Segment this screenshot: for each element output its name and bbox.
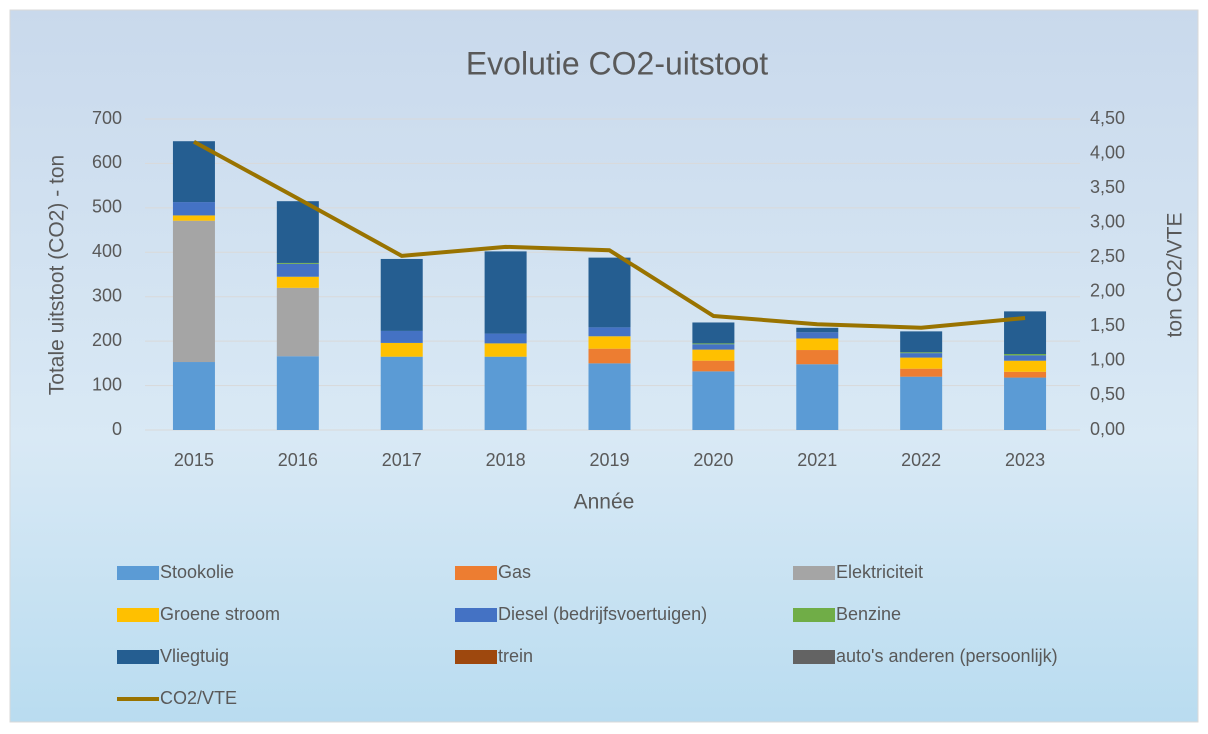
x-tick-label: 2018 — [486, 450, 526, 470]
bar-segment — [380, 342, 423, 357]
y-tick-label: 200 — [92, 330, 122, 350]
bar-segment — [900, 352, 943, 354]
y2-tick-label: 3,00 — [1090, 211, 1125, 231]
bar-segment — [900, 331, 943, 353]
chart-title: Evolutie CO2-uitstoot — [466, 45, 768, 81]
legend-label: Stookolie — [160, 562, 234, 582]
legend-label: Groene stroom — [160, 604, 280, 624]
bar-segment — [380, 258, 423, 331]
bar-segment — [172, 202, 215, 216]
bar-segment — [172, 220, 215, 363]
bar-segment — [1004, 355, 1047, 361]
legend-label: Benzine — [836, 604, 901, 624]
bar-segment — [900, 353, 943, 358]
x-tick-label: 2015 — [174, 450, 214, 470]
bar-segment — [276, 276, 319, 288]
y2-tick-label: 2,50 — [1090, 246, 1125, 266]
legend-swatch — [793, 608, 835, 622]
legend-swatch — [793, 566, 835, 580]
legend-label: Vliegtuig — [160, 646, 229, 666]
legend-label: Gas — [498, 562, 531, 582]
legend-label: Diesel (bedrijfsvoertuigen) — [498, 604, 707, 624]
bar-segment — [1004, 354, 1047, 356]
legend-swatch — [455, 650, 497, 664]
bar-segment — [1004, 377, 1047, 430]
y-tick-label: 300 — [92, 285, 122, 305]
bar-segment — [588, 348, 631, 364]
bar-segment — [796, 338, 839, 351]
bar-segment — [172, 362, 215, 430]
bar-segment — [900, 368, 943, 377]
line-series — [192, 140, 1026, 330]
y2-tick-label: 4,50 — [1090, 108, 1125, 128]
y-tick-label: 500 — [92, 197, 122, 217]
bar-segment — [900, 376, 943, 430]
x-tick-label: 2019 — [589, 450, 629, 470]
bar-segment — [380, 356, 423, 430]
bar-segment — [276, 263, 319, 277]
bar-segment — [692, 344, 735, 350]
legend-swatch — [117, 566, 159, 580]
bar-segment — [1004, 371, 1047, 378]
x-tick-label: 2017 — [382, 450, 422, 470]
legend-label: Elektriciteit — [836, 562, 923, 582]
y-tick-label: 100 — [92, 374, 122, 394]
bar-segment — [484, 333, 527, 344]
bar-segment — [692, 322, 735, 344]
legend-swatch — [117, 650, 159, 664]
bar-segment — [588, 363, 631, 430]
y2-tick-label: 3,50 — [1090, 177, 1125, 197]
y2-tick-label: 2,00 — [1090, 281, 1125, 301]
bar-segment — [588, 336, 631, 349]
bar-segment — [900, 357, 943, 369]
bar-segment — [484, 356, 527, 430]
y-tick-label: 600 — [92, 152, 122, 172]
legend-label: auto's anderen (persoonlijk) — [836, 646, 1058, 666]
x-tick-label: 2023 — [1005, 450, 1045, 470]
y2-tick-label: 4,00 — [1090, 142, 1125, 162]
bar-segment — [692, 360, 735, 372]
y2-tick-label: 0,50 — [1090, 384, 1125, 404]
x-axis-title: Année — [574, 491, 635, 514]
y2-tick-label: 0,00 — [1090, 419, 1125, 439]
bar-segment — [796, 350, 839, 365]
y-axis-title: Totale uitstoot (CO2) - ton — [46, 155, 69, 395]
bar-segment — [588, 327, 631, 337]
legend-label: CO2/VTE — [160, 688, 237, 708]
bar-segment — [692, 343, 735, 345]
bar-segment — [276, 287, 319, 357]
y2-tick-label: 1,50 — [1090, 315, 1125, 335]
x-tick-label: 2016 — [278, 450, 318, 470]
x-tick-label: 2021 — [797, 450, 837, 470]
legend-swatch — [455, 566, 497, 580]
legend-swatch — [455, 608, 497, 622]
bar-segment — [276, 262, 319, 264]
bar-segment — [276, 201, 319, 263]
bar-segment — [692, 349, 735, 361]
bar-segment — [484, 343, 527, 357]
bar-segment — [276, 356, 319, 430]
bar-segment — [796, 332, 839, 339]
y2-axis-title: ton CO2/VTE — [1164, 213, 1187, 338]
bar-segment — [796, 327, 839, 333]
y-tick-label: 700 — [92, 108, 122, 128]
legend-swatch — [117, 608, 159, 622]
bar-segment — [1004, 360, 1047, 372]
bar-segment — [484, 251, 527, 334]
y-tick-label: 0 — [112, 419, 122, 439]
y2-tick-label: 1,00 — [1090, 350, 1125, 370]
bar-segment — [380, 330, 423, 343]
bar-segment — [796, 364, 839, 430]
x-tick-label: 2020 — [693, 450, 733, 470]
bar-segment — [172, 215, 215, 221]
x-tick-label: 2022 — [901, 450, 941, 470]
legend-swatch — [793, 650, 835, 664]
y-tick-label: 400 — [92, 241, 122, 261]
legend-label: trein — [498, 646, 533, 666]
bar-segment — [588, 257, 631, 328]
bar-segment — [692, 371, 735, 430]
